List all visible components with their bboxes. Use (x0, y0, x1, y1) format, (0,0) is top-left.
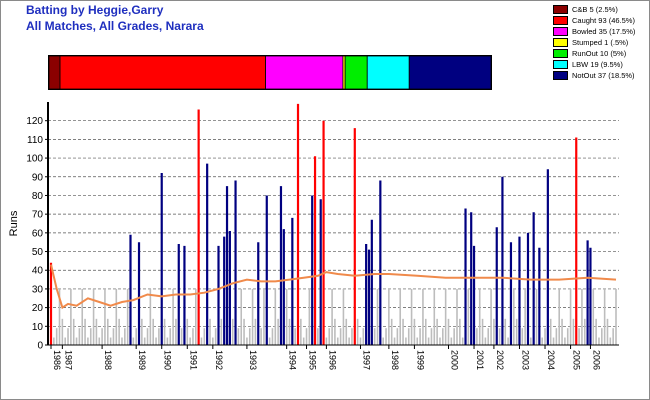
chart-subtitle: All Matches, All Grades, Narara (26, 19, 204, 33)
dismissal-segment (344, 55, 368, 90)
x-tick-label: 2006 (591, 350, 601, 370)
x-tick-label: 1999 (415, 350, 425, 370)
y-tick-label: 80 (32, 191, 44, 202)
y-tick-label: 120 (26, 116, 43, 127)
y-tick-label: 50 (32, 247, 44, 258)
dismissal-segment (59, 55, 266, 90)
legend-item: Stumped 1 (.5%) (553, 37, 649, 48)
x-tick-label: 1991 (188, 350, 198, 370)
y-axis-label: Runs (8, 210, 20, 236)
x-tick-label: 1986 (52, 350, 62, 370)
legend-item: Caught 93 (46.5%) (553, 15, 649, 26)
legend-swatch (553, 49, 568, 58)
legend-label: Stumped 1 (.5%) (572, 38, 629, 47)
average-line (50, 264, 617, 310)
chart-title: Batting by Heggie,Garry (26, 3, 164, 17)
dismissal-legend: C&B 5 (2.5%) Caught 93 (46.5%) Bowled 35 (… (553, 4, 649, 81)
x-tick-label: 1990 (163, 350, 173, 370)
y-tick-label: 20 (32, 303, 44, 314)
y-tick-label: 110 (27, 135, 43, 146)
legend-label: C&B 5 (2.5%) (572, 5, 618, 14)
x-tick-label: 1997 (361, 350, 371, 370)
y-tick-label: 40 (32, 266, 44, 277)
x-tick-label: 1994 (288, 350, 298, 370)
dismissal-segment (265, 55, 344, 90)
y-tick-label: 60 (32, 228, 44, 239)
x-tick-label: 2000 (449, 350, 459, 370)
x-tick-label: 2001 (475, 350, 485, 370)
x-tick-label: 2003 (520, 350, 530, 370)
legend-swatch (553, 71, 568, 80)
legend-swatch (553, 38, 568, 47)
legend-item: C&B 5 (2.5%) (553, 4, 649, 15)
y-tick-label: 0 (37, 341, 43, 352)
y-tick-label: 100 (26, 154, 43, 165)
x-tick-label: 1989 (137, 350, 147, 370)
x-tick-label: 1992 (214, 350, 224, 370)
legend-item: LBW 19 (9.5%) (553, 59, 649, 70)
x-tick-label: 1996 (327, 350, 337, 370)
legend-item: NotOut 37 (18.5%) (553, 70, 649, 81)
dismissal-segment (48, 55, 61, 90)
x-tick-label: 1995 (308, 350, 318, 370)
y-tick-label: 30 (32, 284, 44, 295)
y-tick-label: 10 (32, 322, 44, 333)
legend-label: NotOut 37 (18.5%) (572, 71, 635, 80)
legend-swatch (553, 16, 568, 25)
legend-item: Bowled 35 (17.5%) (553, 26, 649, 37)
dismissal-segment (366, 55, 410, 90)
x-tick-label: 1998 (390, 350, 400, 370)
x-tick-label: 2002 (495, 350, 505, 370)
legend-label: RunOut 10 (5%) (572, 49, 627, 58)
x-tick-label: 1993 (248, 350, 258, 370)
legend-label: Bowled 35 (17.5%) (572, 27, 636, 36)
x-tick-label: 1988 (103, 350, 113, 370)
dismissal-segment (408, 55, 492, 90)
x-tick-label: 2004 (546, 350, 556, 370)
legend-swatch (553, 27, 568, 36)
legend-label: Caught 93 (46.5%) (572, 16, 635, 25)
y-tick-label: 90 (32, 172, 44, 183)
x-tick-label: 1987 (63, 350, 73, 370)
y-tick-label: 70 (32, 210, 44, 221)
legend-item: RunOut 10 (5%) (553, 48, 649, 59)
legend-swatch (553, 60, 568, 69)
legend-swatch (553, 5, 568, 14)
x-tick-label: 2005 (572, 350, 582, 370)
legend-label: LBW 19 (9.5%) (572, 60, 623, 69)
